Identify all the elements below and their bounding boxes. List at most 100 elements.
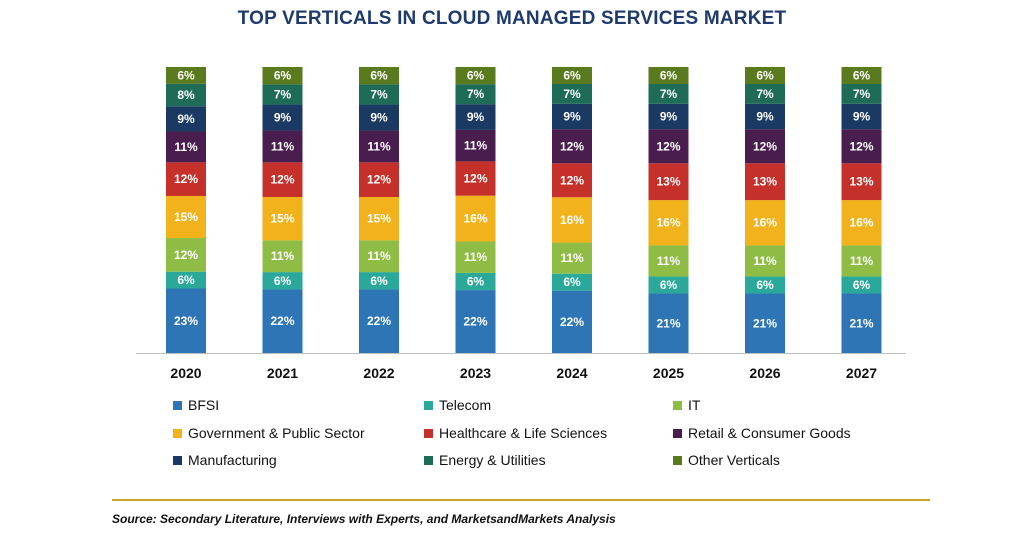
bar-segment xyxy=(455,195,496,242)
data-label: 12% xyxy=(174,172,198,186)
bar-segment xyxy=(262,130,303,163)
bar-segment xyxy=(841,103,882,130)
bar-segment xyxy=(262,240,303,273)
legend-swatch xyxy=(673,400,682,410)
data-label: 9% xyxy=(370,111,388,125)
bar-segment xyxy=(455,241,496,273)
bar-segment xyxy=(552,103,592,130)
data-label: 12% xyxy=(560,139,584,153)
bar-segment xyxy=(262,104,303,131)
data-label: 6% xyxy=(563,69,581,83)
data-label: 22% xyxy=(367,314,391,328)
bar-segment xyxy=(166,195,206,239)
data-label: 12% xyxy=(560,173,584,187)
legend-item: Other Verticals xyxy=(673,452,780,468)
data-label: 9% xyxy=(660,110,678,124)
bar-segment xyxy=(841,129,882,164)
bar-segment xyxy=(166,83,206,107)
legend-item: Government & Public Sector xyxy=(173,425,365,441)
bar-segment xyxy=(455,272,496,291)
bar-segment xyxy=(745,129,785,164)
data-label: 8% xyxy=(177,88,195,102)
x-tick-label: 2027 xyxy=(846,365,877,381)
legend-swatch xyxy=(173,455,182,465)
data-label: 11% xyxy=(174,140,198,154)
bar-segment xyxy=(745,276,785,294)
data-label: 11% xyxy=(560,251,584,265)
bar-segment xyxy=(648,67,689,84)
x-tick-label: 2020 xyxy=(170,365,201,381)
bar-segment xyxy=(841,163,882,201)
legend-swatch xyxy=(173,400,182,410)
bar-segment xyxy=(552,242,592,274)
legend-swatch xyxy=(673,428,682,438)
data-label: 13% xyxy=(753,175,777,189)
data-label: 9% xyxy=(563,110,581,124)
legend-swatch xyxy=(673,455,682,465)
bar-segment xyxy=(745,200,785,246)
bar-segment xyxy=(841,200,882,246)
x-tick-label: 2025 xyxy=(653,365,684,381)
data-label: 12% xyxy=(367,173,391,187)
bar-segment xyxy=(648,276,689,294)
bar-segment xyxy=(262,162,303,197)
data-label: 12% xyxy=(270,173,294,187)
data-label: 6% xyxy=(853,278,871,292)
data-label: 11% xyxy=(464,139,488,153)
data-label: 7% xyxy=(660,87,678,101)
bar-segment xyxy=(648,83,689,104)
bar-segment xyxy=(552,197,592,243)
bar-segment xyxy=(745,103,785,130)
bar-segment xyxy=(262,272,303,290)
data-label: 6% xyxy=(274,274,292,288)
bar-segment xyxy=(359,240,399,273)
bar-segment xyxy=(359,67,399,85)
bar-segment xyxy=(166,162,206,196)
data-label: 9% xyxy=(177,112,195,126)
bar-segment xyxy=(552,129,592,164)
data-label: 15% xyxy=(367,212,391,226)
x-tick-label: 2023 xyxy=(460,365,491,381)
legend-swatch xyxy=(424,400,433,410)
bar-segment xyxy=(455,67,496,85)
data-label: 16% xyxy=(560,213,584,227)
data-label: 11% xyxy=(464,250,488,264)
data-label: 11% xyxy=(753,254,777,268)
bar-segment xyxy=(359,84,399,105)
data-label: 9% xyxy=(756,110,774,124)
bar-segment xyxy=(745,293,785,353)
data-label: 21% xyxy=(849,316,873,330)
bar-segment xyxy=(648,103,689,130)
bar-segment xyxy=(262,84,303,105)
data-label: 6% xyxy=(853,69,871,83)
data-label: 9% xyxy=(853,110,871,124)
data-label: 6% xyxy=(370,69,388,83)
data-label: 6% xyxy=(660,69,678,83)
legend-item: Energy & Utilities xyxy=(424,452,546,468)
bar-segment xyxy=(552,290,592,353)
bar-segment xyxy=(841,276,882,294)
data-label: 6% xyxy=(756,69,774,83)
data-label: 11% xyxy=(367,139,391,153)
data-label: 21% xyxy=(656,316,680,330)
bar-segment xyxy=(455,290,496,353)
bar-segment xyxy=(841,245,882,277)
data-label: 11% xyxy=(657,254,681,268)
data-label: 6% xyxy=(756,278,774,292)
data-label: 11% xyxy=(271,139,295,153)
stacked-bar-chart: 23% 6% 12% 15% 12% 11% 9% 8% 6% 2020 22% 6% 11% 15% 12… xyxy=(136,67,906,381)
data-label: 6% xyxy=(563,275,581,289)
bar-segment xyxy=(166,106,206,132)
bar-segment xyxy=(648,129,689,164)
bar-segment xyxy=(359,104,399,131)
bar-segment xyxy=(745,83,785,104)
bar-segment xyxy=(745,163,785,201)
data-label: 6% xyxy=(660,278,678,292)
data-label: 12% xyxy=(174,248,198,262)
bar-segment xyxy=(552,163,592,198)
data-label: 7% xyxy=(756,87,774,101)
bar-segment xyxy=(166,67,206,84)
source-note: Source: Secondary Literature, Interviews… xyxy=(112,512,616,526)
data-label: 12% xyxy=(753,139,777,153)
bar-segment xyxy=(648,293,689,353)
